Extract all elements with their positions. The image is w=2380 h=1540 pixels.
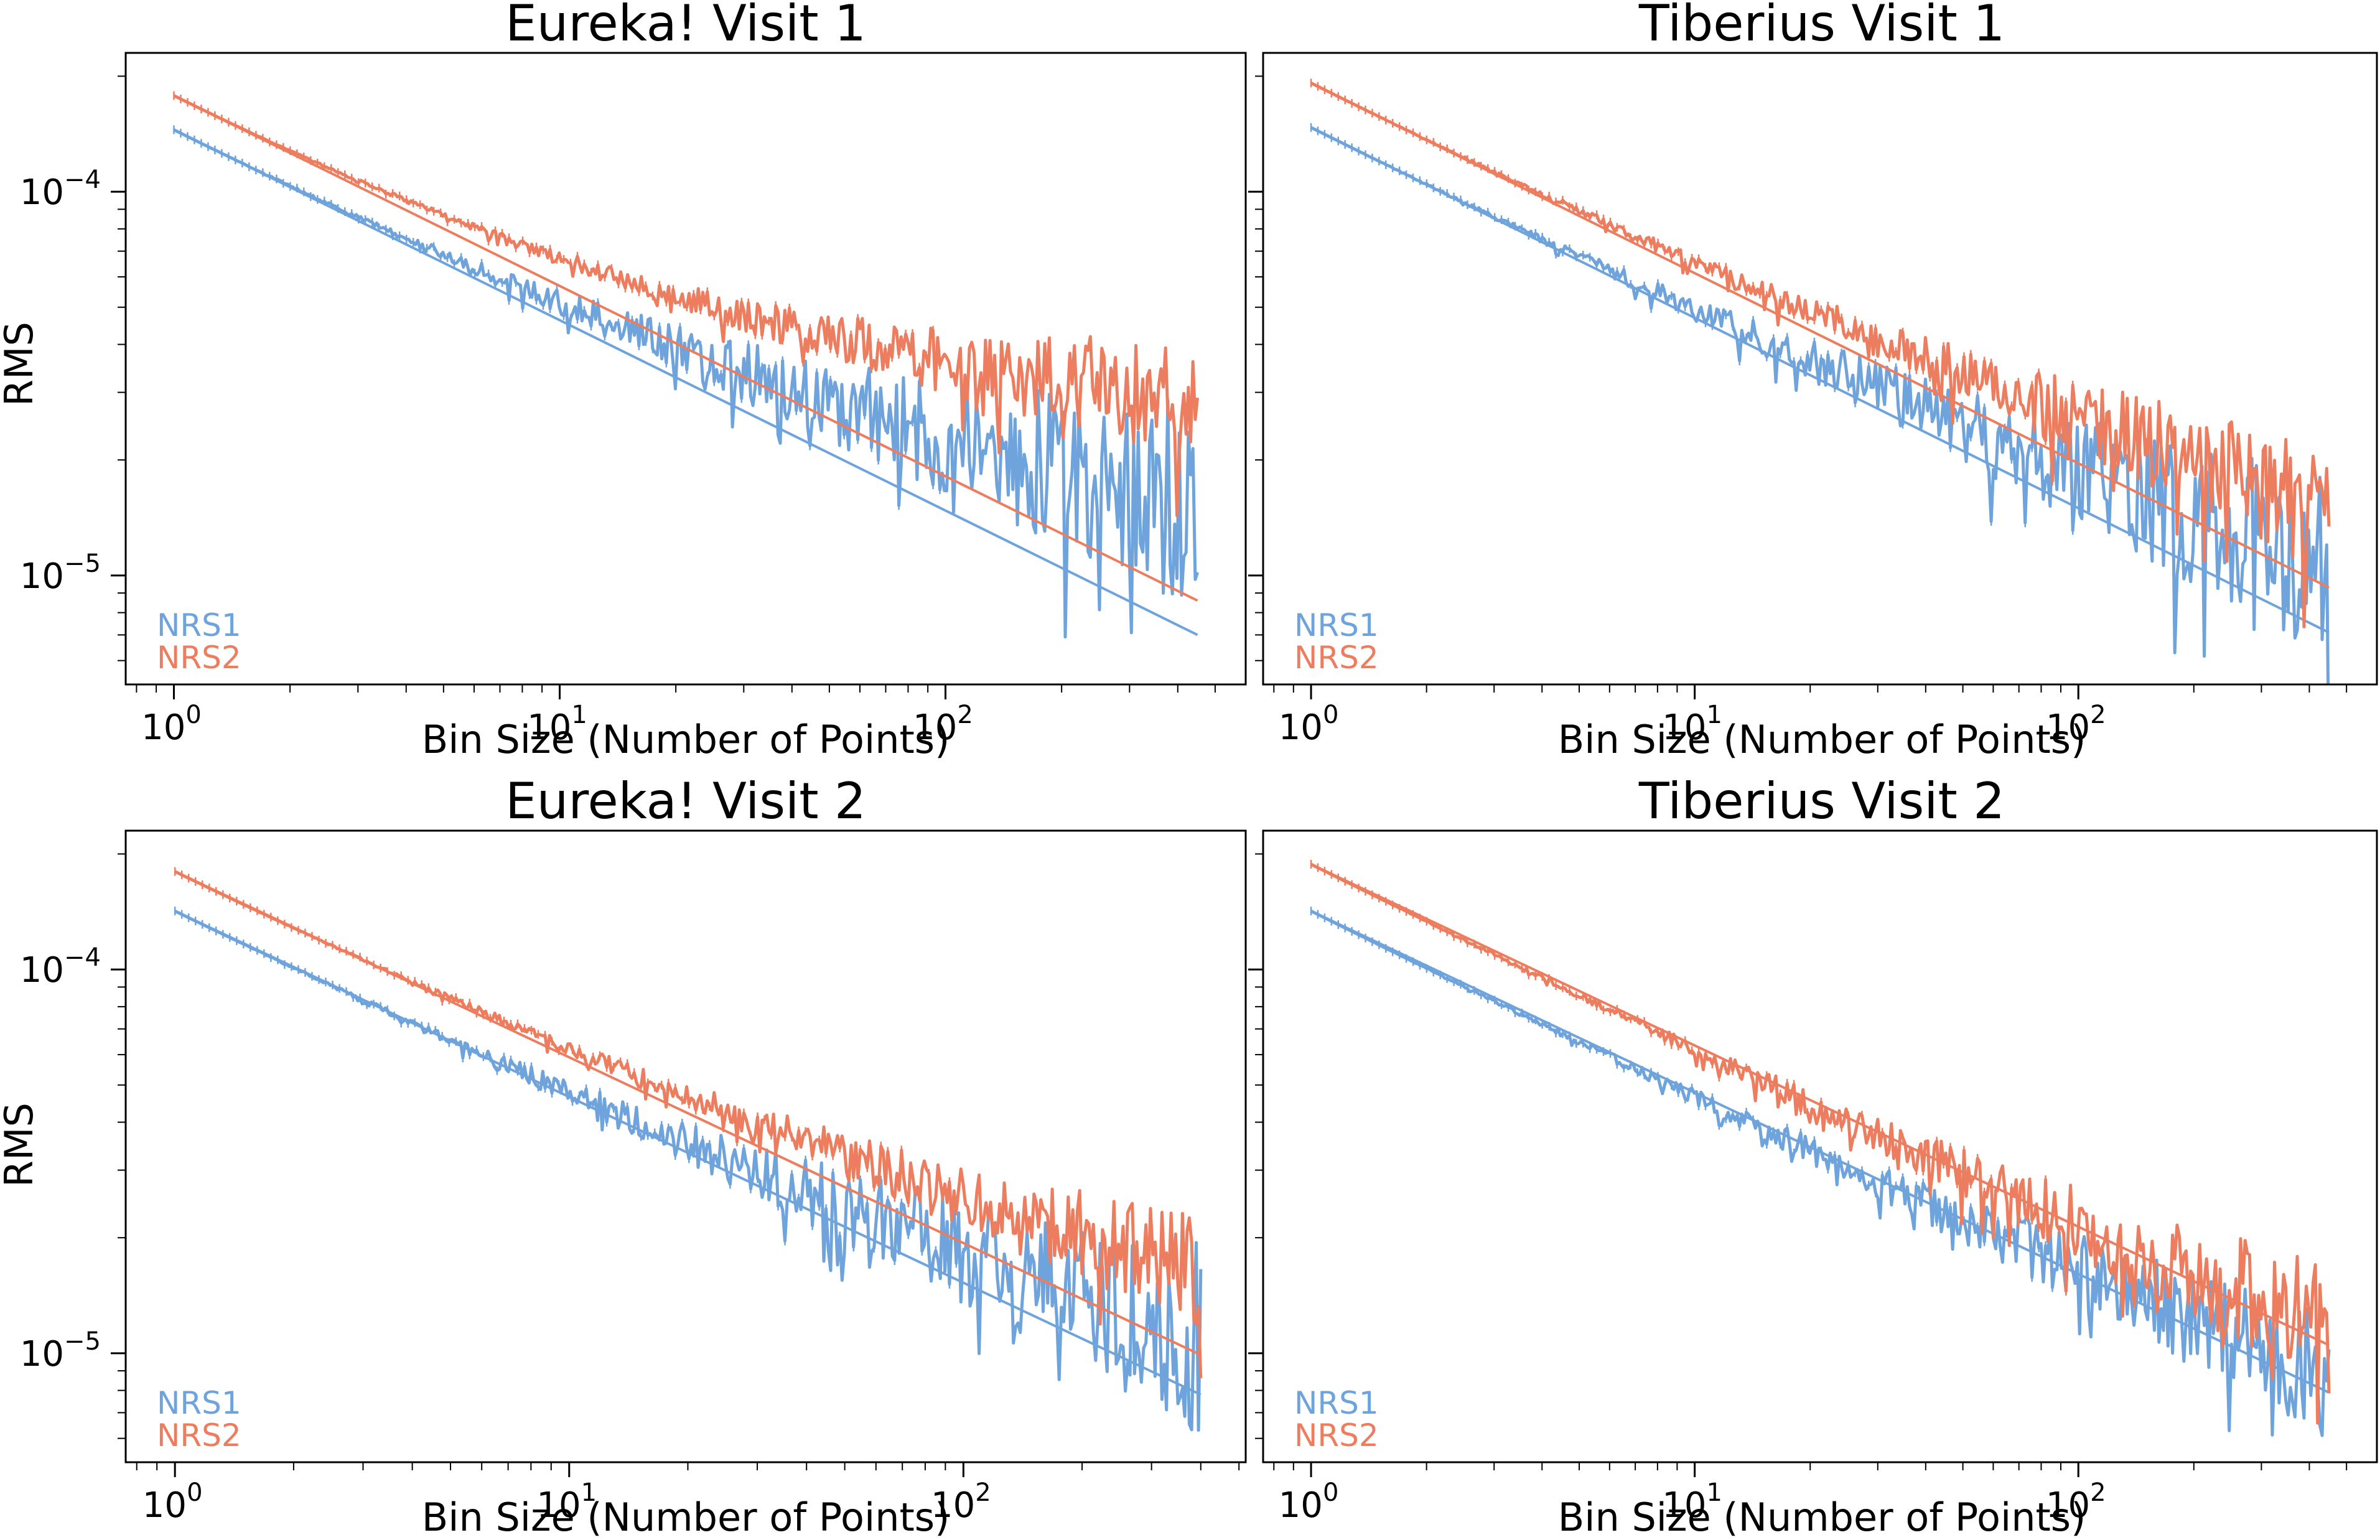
panel-tiberius-visit-2: Tiberius Visit 2 Bin Size (Number of Poi… (1248, 772, 2378, 1540)
expected-line-nrs2 (1310, 863, 2330, 1346)
x-axis-label: Bin Size (Number of Points) (422, 717, 950, 762)
x-tick-label: 102 (2046, 701, 2106, 748)
legend-entry-nrs1: NRS1 (1294, 1385, 1379, 1421)
y-tick-label: 10−5 (20, 1327, 101, 1374)
x-axis-label: Bin Size (Number of Points) (1558, 717, 2086, 762)
x-tick-label: 101 (536, 1478, 597, 1526)
x-axis-label: Bin Size (Number of Points) (1558, 1495, 2086, 1540)
expected-line-nrs2 (1310, 82, 2330, 589)
panel-eureka-visit-2: Eureka! Visit 2 RMS Bin Size (Number of … (0, 772, 1247, 1540)
y-axis-label: RMS (0, 322, 42, 406)
x-tick-label: 100 (1279, 701, 1339, 748)
expected-line-nrs1 (174, 910, 1202, 1396)
legend-entry-nrs2: NRS2 (157, 640, 241, 676)
legend-entry-nrs2: NRS2 (157, 1417, 241, 1454)
measured-line-nrs2 (1310, 82, 2331, 628)
panel-eureka-visit-1: Eureka! Visit 1 RMS Bin Size (Number of … (0, 0, 1247, 762)
panel-title: Eureka! Visit 2 (505, 772, 866, 830)
y-axis-label: RMS (0, 1103, 42, 1187)
plot-area (1310, 78, 2331, 684)
measured-line-nrs2 (173, 94, 1199, 518)
panel-tiberius-visit-1: Tiberius Visit 1 Bin Size (Number of Poi… (1248, 0, 2378, 762)
x-tick-label: 100 (141, 701, 202, 748)
measured-line-nrs2 (1310, 862, 2331, 1425)
axes-frame (1262, 829, 2378, 1463)
legend-entry-nrs2: NRS2 (1294, 640, 1379, 676)
x-axis-label: Bin Size (Number of Points) (422, 1495, 950, 1540)
legend-entry-nrs2: NRS2 (1294, 1417, 1379, 1454)
y-tick-label: 10−5 (20, 549, 101, 597)
axes-frame (124, 829, 1247, 1463)
x-tick-label: 101 (527, 701, 587, 748)
expected-line-nrs1 (1310, 910, 2330, 1394)
x-tick-label: 100 (1279, 1478, 1339, 1526)
legend-entry-nrs1: NRS1 (157, 607, 241, 643)
x-tick-label: 100 (142, 1478, 203, 1526)
plot-area (1310, 860, 2331, 1437)
measured-line-nrs1 (1310, 909, 2331, 1437)
y-tick-label: 10−4 (20, 166, 101, 213)
expected-line-nrs2 (173, 94, 1198, 602)
x-tick-label: 101 (1662, 1478, 1722, 1526)
expected-line-nrs2 (174, 870, 1202, 1356)
x-tick-label: 101 (1662, 701, 1722, 748)
axes-frame (124, 52, 1247, 686)
axes-frame (1262, 52, 2378, 686)
expected-line-nrs1 (173, 128, 1198, 637)
panel-title: Tiberius Visit 1 (1638, 0, 2005, 52)
legend-entry-nrs1: NRS1 (1294, 607, 1379, 643)
plot-area (173, 91, 1199, 639)
legend-entry-nrs1: NRS1 (157, 1385, 241, 1421)
plot-area (174, 867, 1203, 1432)
x-tick-label: 102 (931, 1478, 991, 1526)
panel-title: Tiberius Visit 2 (1638, 772, 2005, 830)
y-tick-label: 10−4 (20, 943, 101, 991)
x-tick-label: 102 (2046, 1478, 2106, 1526)
x-tick-label: 102 (913, 701, 973, 748)
panel-title: Eureka! Visit 1 (505, 0, 866, 52)
expected-line-nrs1 (1310, 126, 2330, 634)
measured-line-nrs1 (174, 909, 1203, 1432)
